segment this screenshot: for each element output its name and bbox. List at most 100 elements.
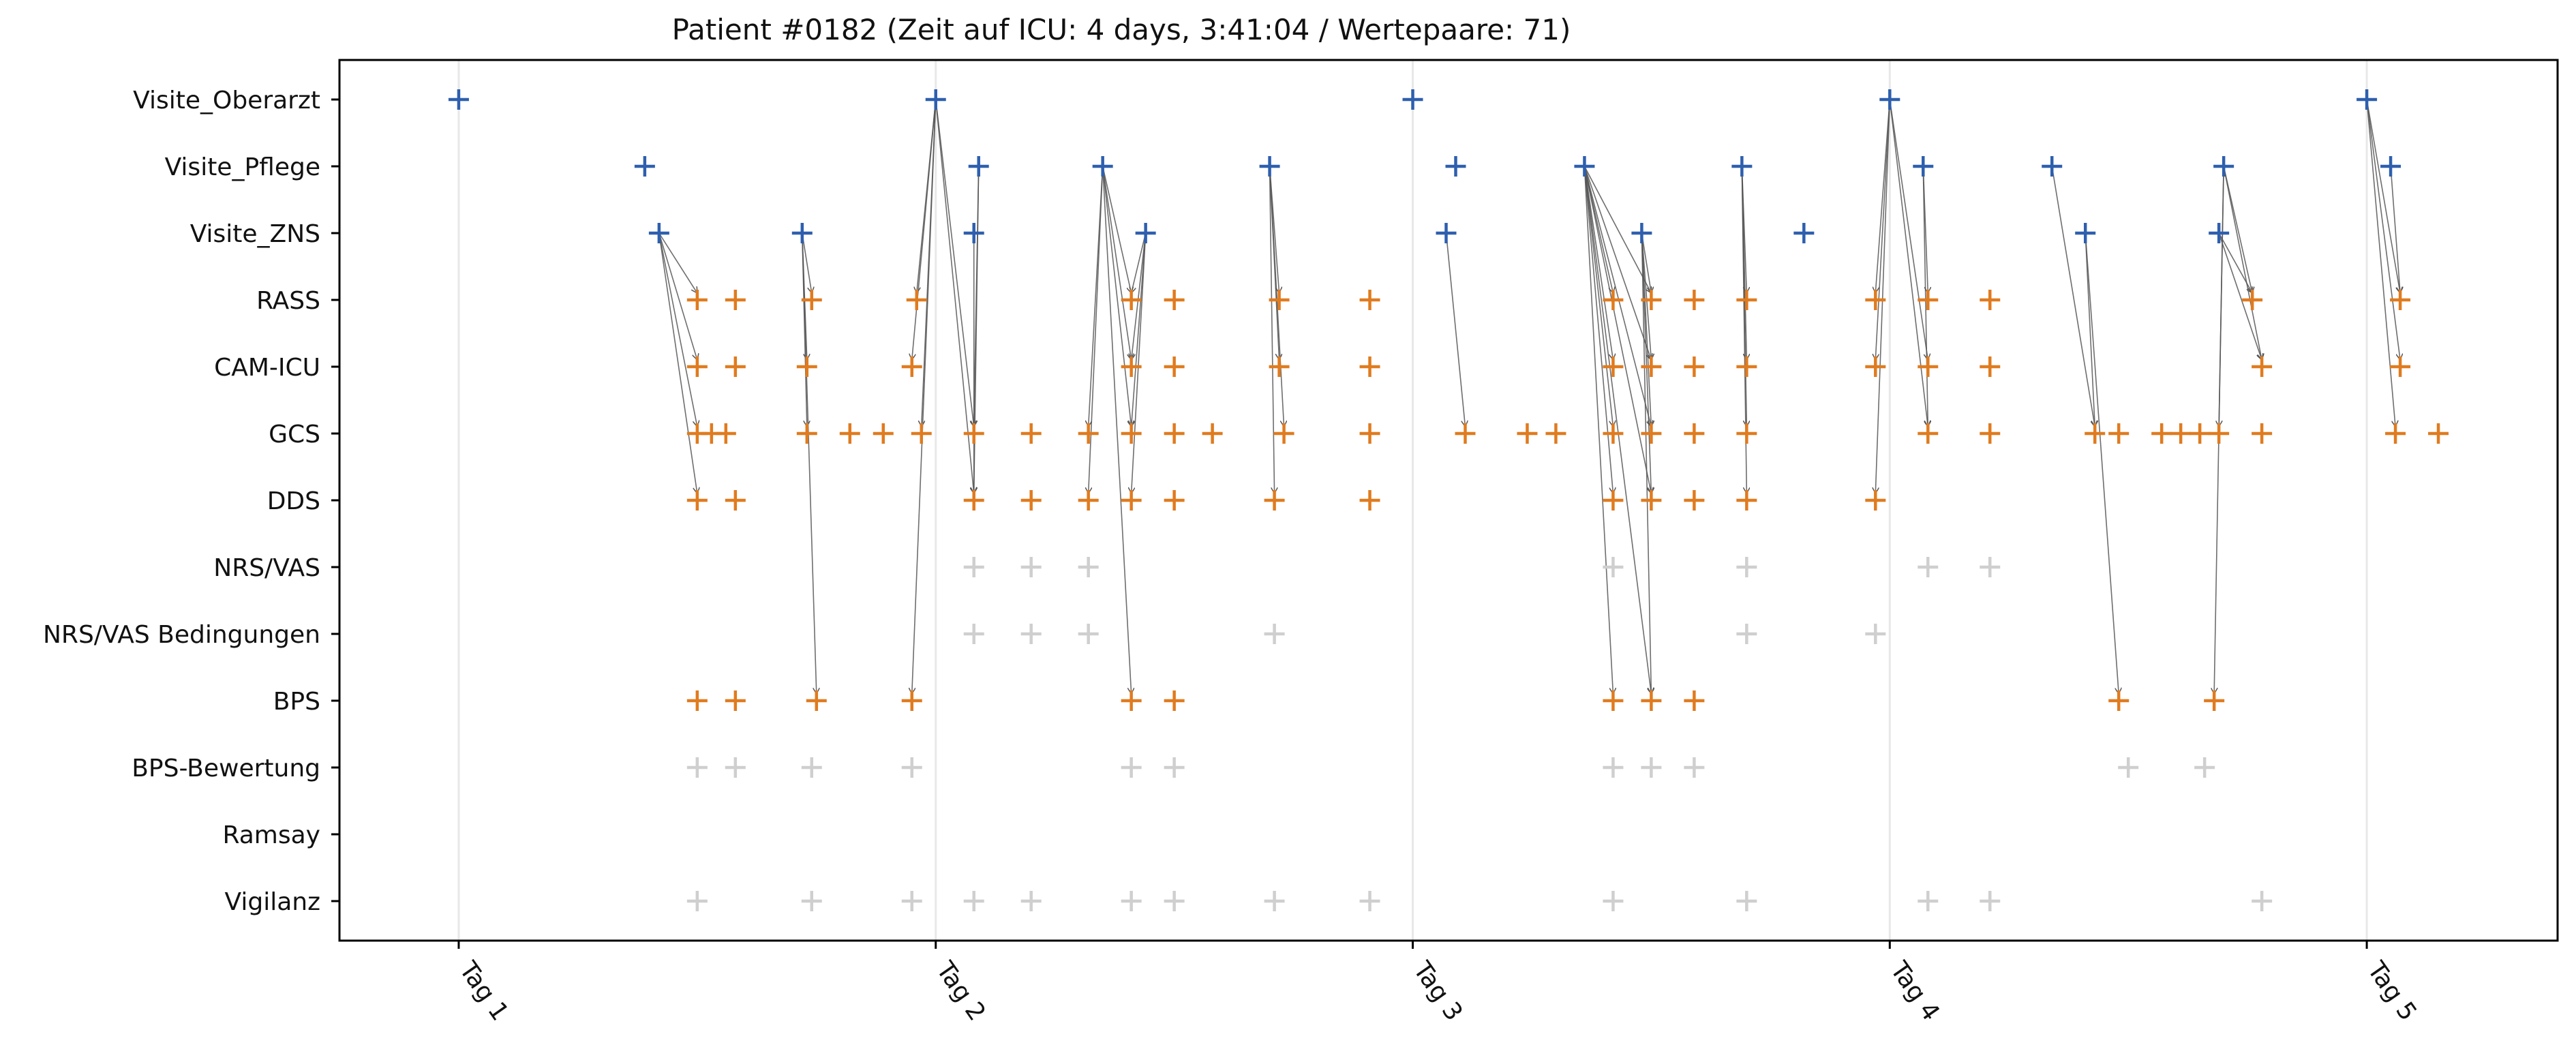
visit-point [1631,223,1652,243]
measurement-point [2385,423,2406,444]
condition-point [2252,891,2273,911]
link-arrow [1584,166,1651,493]
measurement-point [1164,290,1185,310]
measurement-point [1269,356,1290,377]
measurement-point [1865,356,1886,377]
measurement-point [1264,490,1285,511]
measurement-point [796,423,817,444]
measurement-point [1736,490,1757,511]
condition-point [1980,557,2001,577]
measurement-point [2151,423,2172,444]
measurement-point [963,423,984,444]
measurement-point [1980,356,2001,377]
condition-point [1603,757,1624,778]
link-arrow [1889,99,1928,427]
link-arrow [1922,166,1928,427]
x-tick-label: Tag 1 [453,956,514,1026]
y-tick-label: BPS-Bewertung [132,755,320,782]
measurement-point [1684,690,1705,711]
x-tick-label: Tag 3 [1408,956,1468,1026]
condition-point [801,891,822,911]
link-arrow [2085,232,2119,694]
measurement-point [2204,690,2225,711]
y-tick-label: Visite_Pflege [165,153,320,181]
condition-point [1684,757,1705,778]
condition-point [1164,757,1185,778]
measurement-point [686,690,708,711]
condition-point [1121,757,1142,778]
link-arrow [1584,166,1613,493]
measurement-point [686,490,708,511]
measurement-point [796,356,817,377]
measurement-point [1641,356,1662,377]
measurement-point [1121,690,1142,711]
measurement-point [1202,423,1223,444]
link-arrow [1102,166,1132,360]
measurement-point [906,290,927,310]
condition-point [1121,891,1142,911]
measurement-point [1641,690,1662,711]
measurement-point [2390,290,2411,310]
link-arrow [2390,166,2400,293]
condition-point [1918,557,1939,577]
link-layer [658,99,2400,694]
link-arrow [1445,232,1466,427]
link-arrow [1641,232,1651,360]
condition-point [901,891,922,911]
y-axis: Visite_Oberarzt Visite_Pflege Visite_ZNS RA… [43,87,339,916]
link-arrow [658,232,697,427]
measurement-point [1164,423,1185,444]
x-tick-label: Tag 2 [930,956,991,1026]
y-tick-label: RASS [256,287,320,315]
link-arrow [1269,166,1275,493]
condition-point [1078,624,1099,644]
visit-point [1574,156,1595,177]
condition-point [1078,557,1099,577]
measurement-point [725,356,746,377]
link-arrow [2366,99,2400,360]
measurement-point [725,690,746,711]
y-tick-label: GCS [269,421,320,449]
y-tick-label: NRS/VAS [213,554,320,582]
link-arrow [801,232,817,694]
measurement-point [686,290,708,310]
link-arrow [1641,232,1651,694]
link-arrow [2223,166,2262,360]
link-arrow [1132,232,1147,360]
measurement-point [1164,490,1185,511]
measurement-point [1641,490,1662,511]
measurement-point [1736,423,1757,444]
visit-point [2380,156,2401,177]
condition-point [686,757,708,778]
measurement-point [2189,423,2211,444]
x-tick-label: Tag 5 [2361,956,2422,1026]
visit-point [2075,223,2096,243]
measurement-point [1545,423,1566,444]
y-tick-label: Visite_Oberarzt [133,87,320,115]
y-tick-label: NRS/VAS Bedingungen [43,621,320,649]
measurement-point [1121,490,1142,511]
link-arrow [1584,166,1651,360]
condition-point [1865,624,1886,644]
condition-point [1603,557,1624,577]
measurement-point [1121,290,1142,310]
link-arrow [1102,166,1132,694]
condition-point [1736,624,1757,644]
visit-point [634,156,655,177]
link-arrow [1132,232,1147,427]
measurement-point [1918,290,1939,310]
condition-point [801,757,822,778]
link-arrow [974,166,980,493]
measurement-point [911,423,932,444]
y-tick-label: DDS [267,487,320,515]
measurement-point [1918,423,1939,444]
measurement-point [839,423,860,444]
visit-point [648,223,669,243]
visit-point [2213,156,2234,177]
measurement-point [963,490,984,511]
link-arrow [1584,166,1651,694]
measurement-point [901,690,922,711]
measurement-point [715,423,736,444]
measurement-point [1641,290,1662,310]
measurement-point [1918,356,1939,377]
